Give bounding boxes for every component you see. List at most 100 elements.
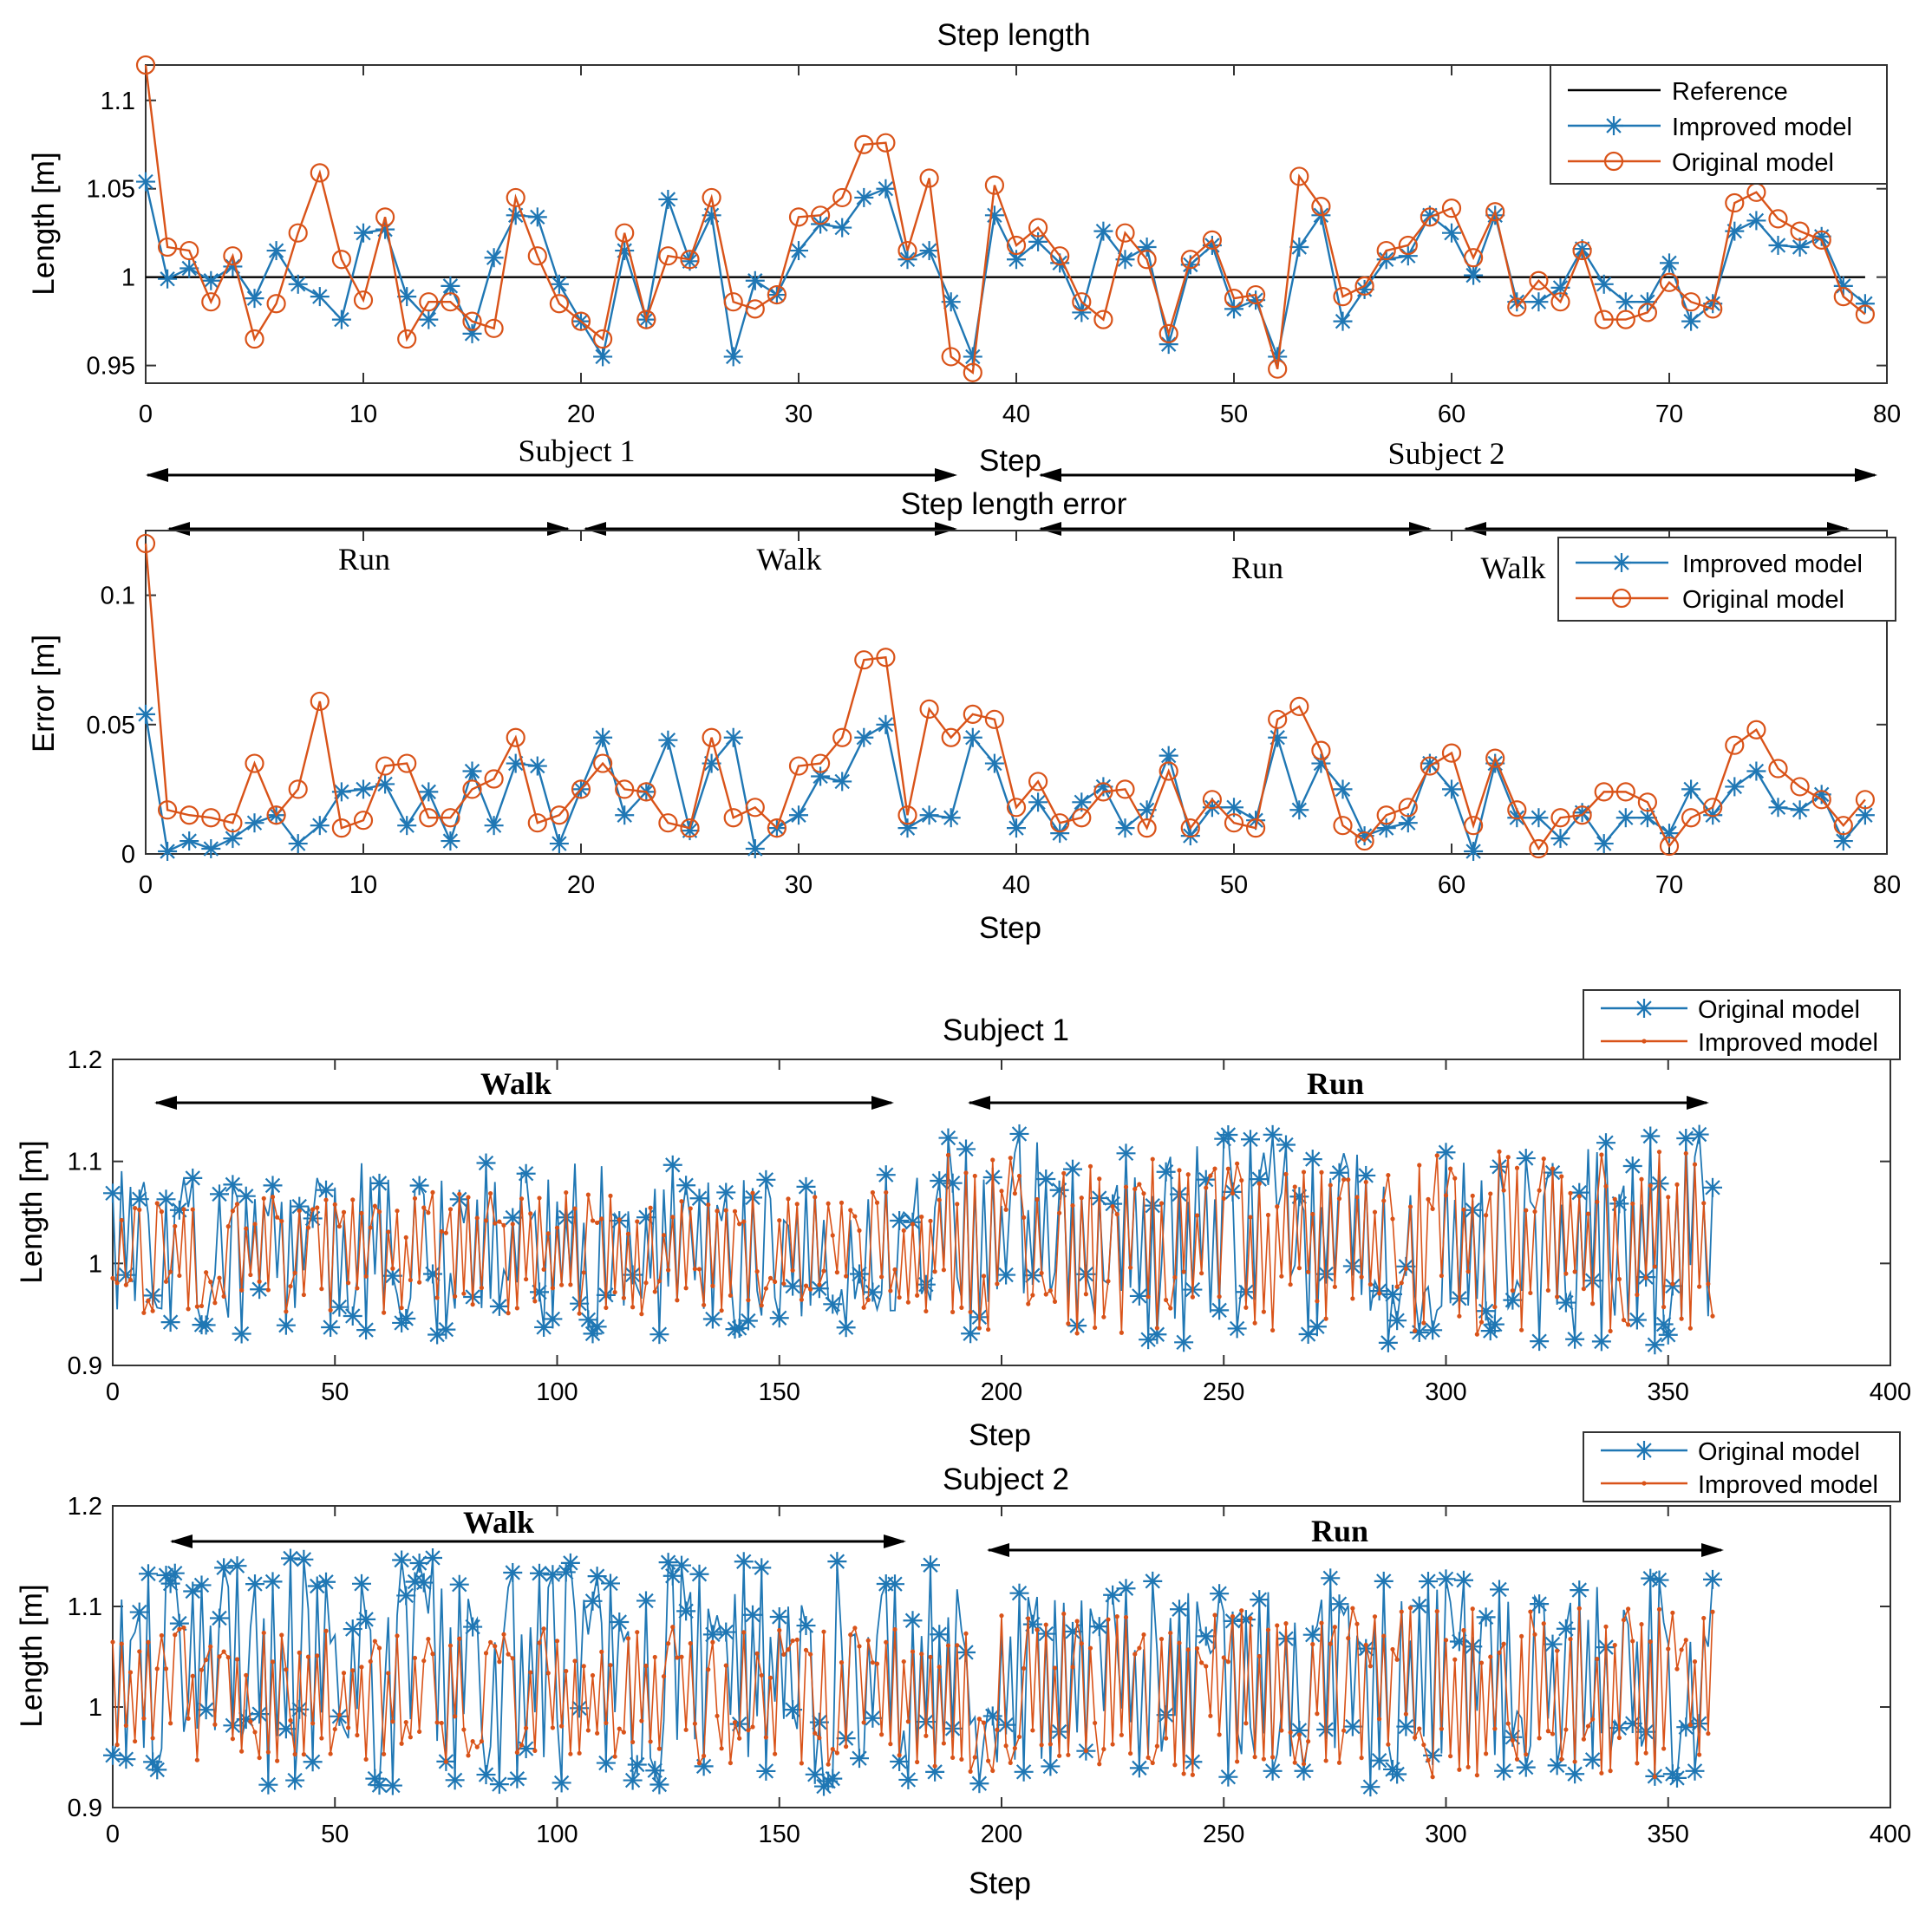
data-point	[1097, 1176, 1102, 1182]
data-point	[355, 1732, 360, 1738]
data-point	[984, 205, 1004, 225]
data-point	[863, 1708, 883, 1728]
data-point	[288, 834, 308, 854]
data-point	[177, 1626, 182, 1632]
data-point	[163, 1666, 169, 1671]
y-tick-label: 0.9	[68, 1795, 102, 1822]
data-point	[1421, 1742, 1426, 1748]
data-point	[397, 816, 417, 836]
data-point	[412, 1196, 418, 1201]
data-point	[1641, 1126, 1661, 1146]
data-point	[133, 1738, 138, 1744]
data-point	[788, 207, 809, 227]
data-point	[1307, 1317, 1327, 1337]
data-point	[596, 1753, 616, 1773]
data-point	[1398, 246, 1418, 266]
data-point	[599, 1216, 604, 1222]
data-point	[1441, 199, 1462, 218]
data-point	[1003, 1743, 1008, 1749]
data-point	[284, 1309, 289, 1314]
data-point	[212, 1300, 218, 1306]
data-point	[1341, 1177, 1347, 1183]
data-point	[572, 1658, 578, 1664]
data-point	[854, 187, 874, 207]
data-point	[759, 1303, 764, 1308]
data-point	[234, 1657, 240, 1662]
data-point	[1097, 1762, 1102, 1767]
data-point	[353, 290, 374, 310]
data-point	[592, 753, 613, 773]
data-point	[319, 1287, 324, 1292]
data-point	[550, 1286, 555, 1291]
data-point	[461, 1291, 467, 1296]
data-point	[1224, 798, 1243, 818]
data-point	[1006, 798, 1027, 818]
data-point	[1235, 1759, 1240, 1764]
data-point	[941, 347, 961, 367]
data-point	[1609, 1194, 1629, 1214]
data-point	[723, 1208, 728, 1213]
data-point	[443, 1230, 448, 1235]
data-point	[808, 1287, 813, 1292]
data-point	[1132, 1652, 1138, 1657]
data-point	[897, 805, 917, 825]
data-point	[524, 1276, 529, 1282]
data-point	[1346, 1636, 1351, 1641]
data-point	[1419, 1572, 1438, 1592]
data-point	[1576, 1606, 1582, 1611]
data-point	[741, 1630, 747, 1635]
arrowhead	[884, 1534, 906, 1548]
data-point	[252, 1730, 258, 1735]
data-point	[941, 292, 961, 312]
data-point	[773, 1751, 778, 1756]
data-point	[288, 1284, 293, 1289]
legend-marker-original	[1611, 588, 1632, 609]
data-point	[648, 1205, 653, 1210]
arrowhead	[584, 522, 606, 536]
data-point	[1030, 1293, 1035, 1298]
data-point	[924, 1308, 929, 1314]
data-point	[963, 362, 982, 382]
data-point	[223, 246, 243, 266]
data-point	[832, 187, 852, 208]
data-point	[139, 1564, 158, 1584]
data-point	[506, 187, 525, 208]
data-point	[1448, 1754, 1453, 1759]
data-point	[479, 1738, 484, 1744]
data-point	[1545, 1729, 1550, 1734]
data-point	[1697, 1752, 1702, 1757]
data-point	[1070, 1665, 1075, 1670]
data-point	[1596, 1133, 1615, 1153]
data-point	[1204, 1185, 1209, 1190]
data-point	[723, 727, 743, 747]
x-tick-label: 40	[1002, 401, 1030, 428]
data-point	[1659, 272, 1680, 292]
data-point	[279, 1218, 284, 1224]
data-point	[981, 1274, 987, 1279]
data-point	[1474, 1332, 1479, 1337]
data-point	[1159, 761, 1178, 781]
data-point	[1581, 1287, 1586, 1292]
data-point	[1503, 1290, 1523, 1310]
data-point	[710, 1283, 715, 1288]
data-point	[1622, 1714, 1642, 1734]
data-point	[999, 1613, 1004, 1619]
data-point	[1016, 1734, 1022, 1740]
data-point	[236, 1186, 256, 1206]
data-point	[1497, 1650, 1502, 1655]
data-point	[1087, 1645, 1093, 1651]
data-point	[1170, 1600, 1189, 1619]
data-point	[865, 1638, 871, 1643]
data-point	[1725, 735, 1745, 755]
data-point	[1683, 1150, 1688, 1156]
data-point	[556, 1562, 576, 1582]
data-point	[832, 772, 852, 792]
data-point	[1681, 292, 1701, 312]
data-point	[1449, 1632, 1469, 1652]
data-point	[897, 240, 917, 261]
data-point	[1645, 1335, 1665, 1355]
data-point	[876, 1165, 896, 1185]
data-point	[1270, 1755, 1276, 1760]
data-point	[1137, 1645, 1142, 1651]
data-point	[683, 1727, 689, 1732]
